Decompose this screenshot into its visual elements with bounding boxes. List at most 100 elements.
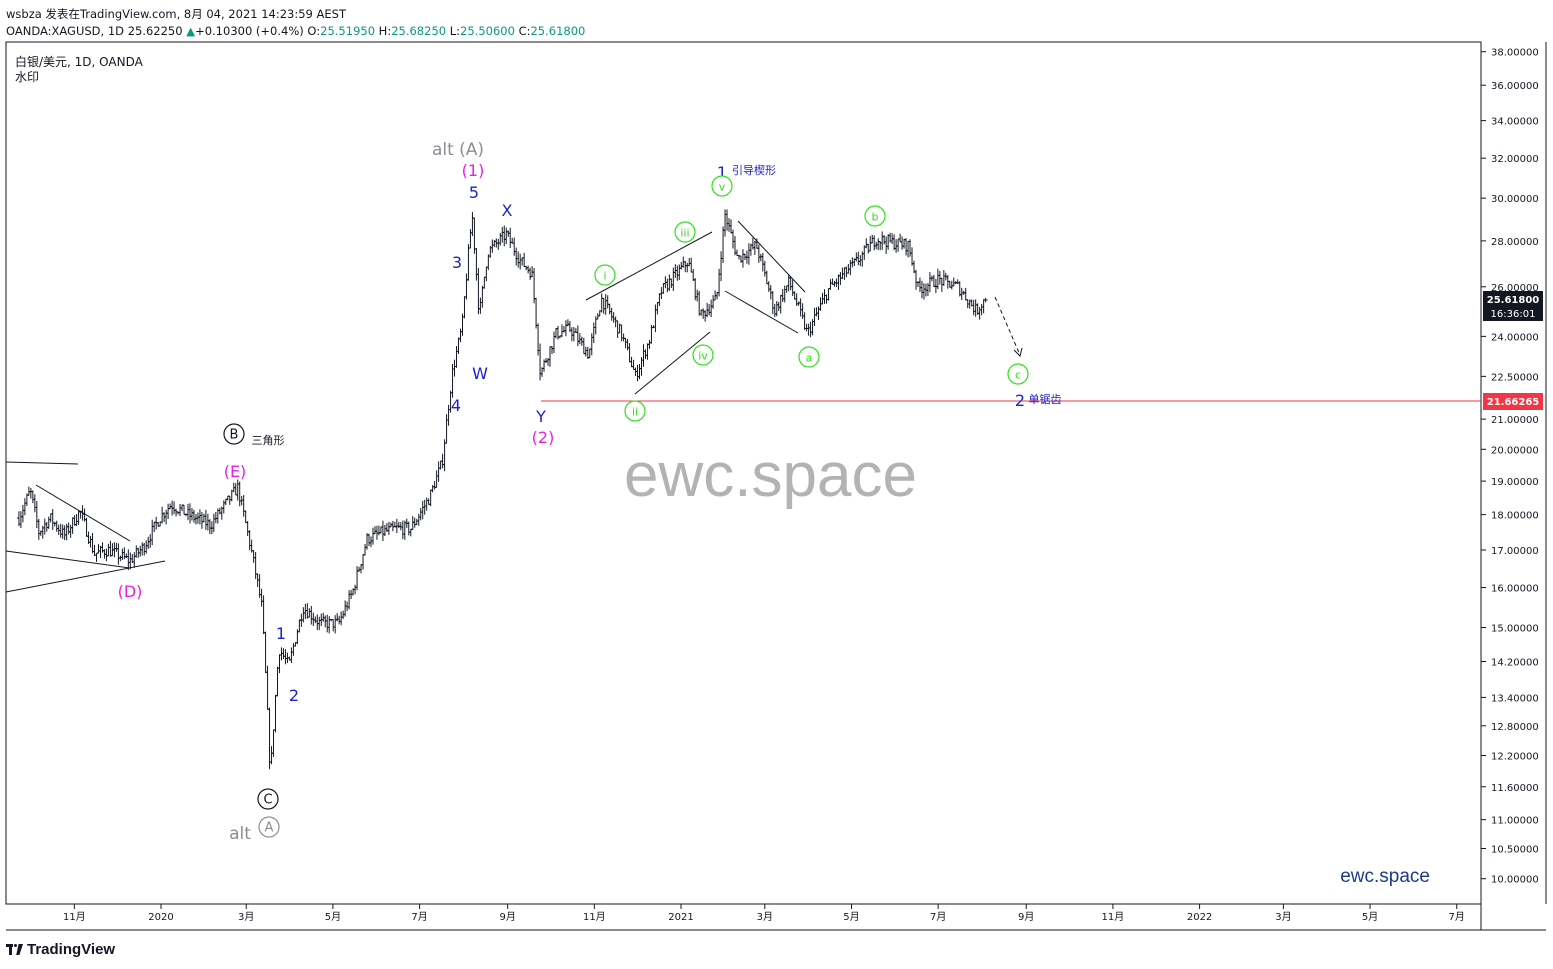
ohlc-bar (740, 249, 745, 268)
ohlc-bar (361, 554, 366, 570)
wave-label: 2 (1015, 391, 1025, 410)
ohlc-bar (84, 517, 89, 537)
ohlc-bar (685, 262, 690, 273)
ohlc-bar (454, 346, 459, 368)
ohlc-bar (251, 550, 256, 563)
ohlc-bar (368, 536, 373, 548)
publish-info: wsbza 发表在TradingView.com, 8月 04, 2021 14… (6, 6, 346, 22)
ohlc-bar (874, 241, 879, 250)
ohlc-bar (243, 510, 248, 524)
ohlc-bar (904, 238, 909, 256)
ohlc-bar (774, 301, 779, 317)
ohlc-bar (635, 364, 640, 382)
wave-label: b (872, 211, 879, 224)
ohlc-bar (732, 236, 737, 256)
ohlc-bar (500, 227, 505, 243)
ohlc-bar (56, 524, 61, 536)
ohlc-bar (313, 616, 318, 624)
wave-label: (D) (118, 582, 143, 601)
price-tick-label: 19.00000 (1491, 477, 1539, 488)
low-label: L: (449, 24, 461, 38)
ohlc-bar (428, 489, 433, 507)
ohlc-bar (780, 288, 785, 302)
ohlc-bar (599, 293, 604, 313)
ohlc-bar (790, 279, 795, 296)
ohlc-bar (671, 267, 676, 292)
ohlc-bar (420, 500, 425, 520)
price-tick-label: 14.20000 (1491, 657, 1539, 668)
price-tick-label: 13.40000 (1491, 693, 1539, 704)
wave-label: 1 (276, 624, 286, 643)
ohlc-bar (498, 232, 503, 246)
ohlc-bar (746, 243, 751, 265)
ohlc-bar (376, 525, 381, 536)
ohlc-bar (335, 613, 340, 622)
tradingview-logo-icon (6, 944, 23, 955)
price-tick-label: 15.00000 (1491, 624, 1539, 635)
ohlc-bar (187, 503, 192, 524)
ohlc-bar (490, 239, 495, 253)
ohlc-bar (784, 285, 789, 293)
ohlc-bar (931, 274, 936, 287)
ohlc-bar (30, 490, 35, 504)
ohlc-bar (645, 343, 650, 360)
ohlc-bar (973, 299, 978, 317)
ohlc-bar (418, 508, 423, 521)
symbol-label: OANDA:XAGUSD, 1D (6, 24, 125, 38)
wave-label: W (472, 364, 488, 383)
ohlc-bar (715, 292, 720, 300)
ohlc-bar (723, 209, 728, 237)
ohlc-bar (26, 486, 31, 496)
ohlc-bar (283, 649, 288, 665)
ohlc-bar (848, 260, 853, 276)
ohlc-bar (520, 257, 525, 266)
ohlc-bar (804, 323, 809, 332)
ohlc-bar (410, 516, 415, 530)
open-value: 25.51950 (320, 24, 376, 38)
ohlc-bar (892, 234, 897, 251)
ohlc-bar (703, 310, 708, 322)
wave-circle-icon (711, 175, 733, 197)
wave-circle-icon (258, 816, 280, 838)
ohlc-bar (609, 307, 614, 321)
ohlc-bar (400, 520, 405, 540)
ohlc-bar (721, 226, 726, 264)
ohlc-bar (478, 297, 483, 314)
ohlc-bar (74, 514, 79, 527)
ohlc-bar (526, 265, 531, 274)
ohlc-bar (160, 506, 165, 524)
ohlc-bar (565, 319, 570, 327)
ohlc-bar (380, 520, 385, 542)
ohlc-bar (185, 503, 190, 521)
tradingview-brand[interactable]: TradingView (6, 941, 115, 958)
open-label: O: (307, 24, 321, 38)
ohlc-bar (764, 270, 769, 285)
ohlc-bar (269, 746, 274, 765)
ohlc-bar (199, 511, 204, 529)
ohlc-bar (908, 239, 913, 257)
brand-name: TradingView (27, 941, 116, 958)
ohlc-bar (601, 297, 606, 314)
ohlc-bar (603, 294, 608, 315)
time-tick-label: 5月 (1362, 911, 1378, 923)
wave-label: 1 (717, 163, 727, 182)
triangle-lower-line-1 (5, 550, 131, 569)
ohlc-bar (571, 327, 576, 342)
ohlc-bar (422, 499, 427, 515)
ohlc-bar (52, 521, 57, 527)
ohlc-bar (164, 509, 169, 525)
ohlc-bar (68, 524, 73, 538)
wave-label: alt (A) (432, 140, 484, 160)
ohlc-bar (641, 344, 646, 367)
ohlc-bar (237, 481, 242, 507)
ohlc-bar (886, 234, 891, 250)
price-tick-label: 24.00000 (1491, 332, 1539, 343)
ohlc-bar (619, 324, 624, 342)
ohlc-bar (104, 548, 109, 562)
ohlc-bar (913, 269, 918, 290)
ohlc-bar (235, 479, 240, 501)
projection-arrow (994, 296, 1021, 356)
ohlc-bar (677, 264, 682, 280)
time-tick-label: 7月 (930, 911, 946, 923)
